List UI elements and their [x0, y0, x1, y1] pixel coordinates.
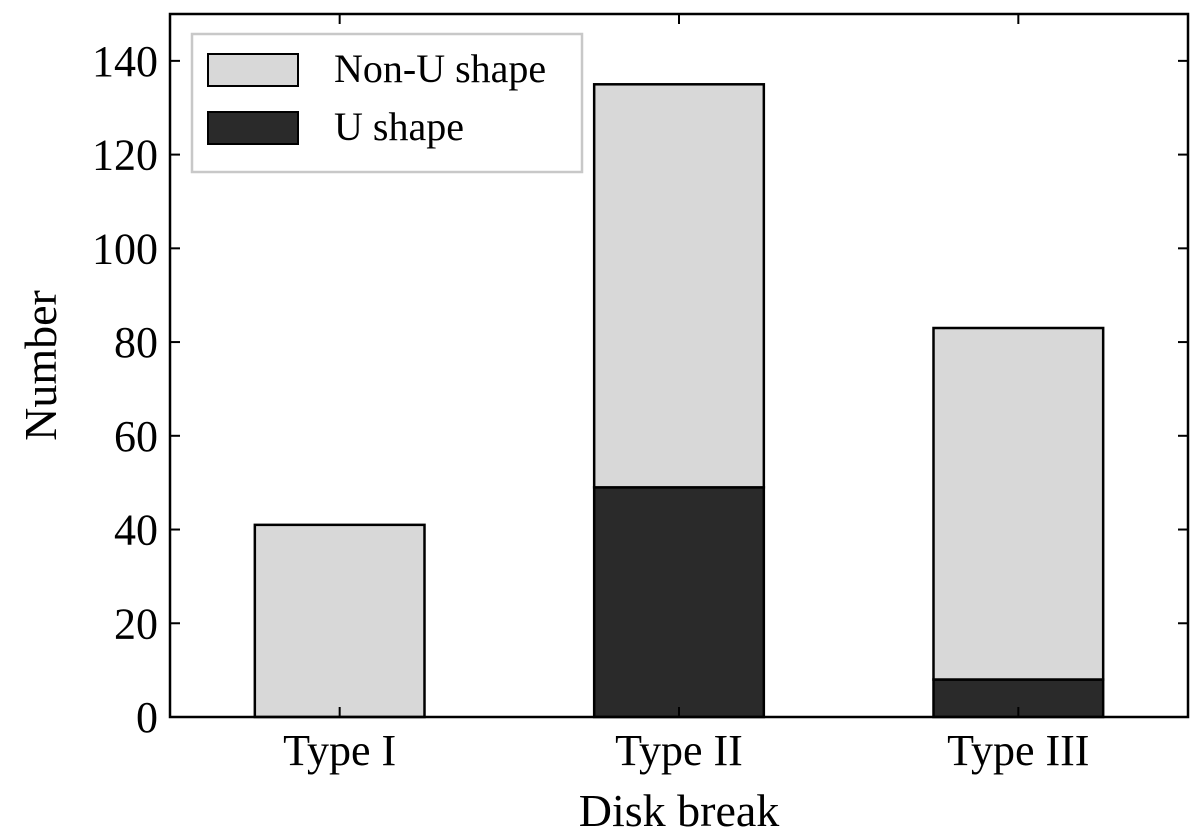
y-tick-label: 40: [114, 506, 158, 555]
x-tick-label: Type I: [283, 726, 396, 775]
legend-label: U shape: [334, 104, 464, 149]
x-axis-ticks: Type I Type II Type III: [283, 14, 1089, 775]
x-tick-label: Type III: [947, 726, 1089, 775]
bar-non-u-shape-3: [932, 326, 1105, 681]
x-tick-label: Type II: [615, 726, 743, 775]
bar-u-shape-2: [592, 486, 766, 719]
legend-label: Non-U shape: [334, 46, 546, 91]
y-axis-label: Number: [15, 290, 66, 441]
legend-swatch-u-shape: [207, 111, 299, 145]
y-tick-label: 0: [136, 693, 158, 742]
legend: Non-U shape U shape: [190, 32, 584, 174]
y-tick-label: 140: [92, 37, 158, 86]
x-axis-label: Disk break: [579, 785, 780, 836]
plot-frame: [168, 12, 1190, 719]
bar-non-u-shape-2: [592, 83, 766, 489]
bars-layer: [253, 83, 1105, 719]
y-tick-label: 80: [114, 318, 158, 367]
y-tick-label: 20: [114, 599, 158, 648]
y-tick-label: 120: [92, 131, 158, 180]
legend-swatch-non-u-shape: [207, 53, 299, 87]
bar-non-u-shape-1: [253, 523, 426, 719]
y-tick-label: 100: [92, 224, 158, 273]
y-axis-ticks: 0 20 40 60 80 100 120 140: [92, 37, 1188, 742]
y-tick-label: 60: [114, 412, 158, 461]
